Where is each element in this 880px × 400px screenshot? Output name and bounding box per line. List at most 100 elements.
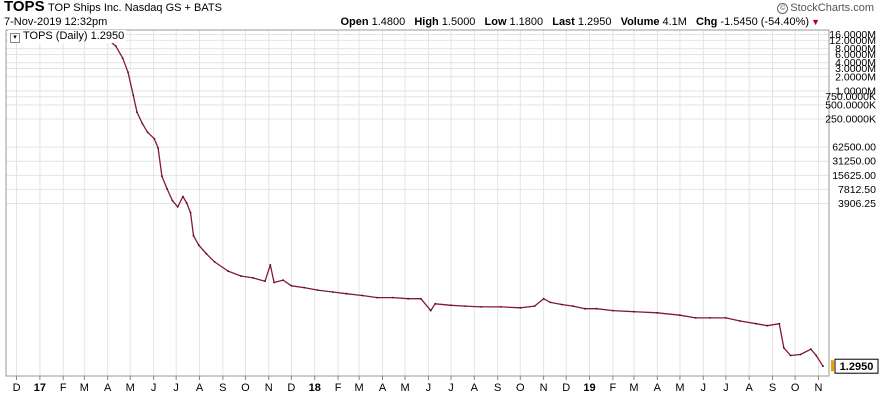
- price-point: [252, 277, 254, 279]
- x-tick-label: J: [173, 382, 179, 394]
- chg-value: -1.5450 (-54.40%): [720, 16, 810, 28]
- price-point: [166, 188, 169, 190]
- price-point: [464, 305, 467, 307]
- price-point: [157, 147, 160, 149]
- price-point: [127, 71, 129, 74]
- x-tick-label: A: [746, 382, 754, 394]
- x-tick-label: S: [494, 382, 501, 394]
- price-point: [560, 303, 563, 306]
- price-point: [345, 292, 348, 295]
- x-tick-label: M: [80, 382, 89, 394]
- price-point: [407, 297, 409, 300]
- price-point: [450, 304, 452, 307]
- price-point: [141, 122, 144, 125]
- high-label: High: [414, 16, 439, 28]
- x-tick-label: O: [241, 382, 250, 394]
- x-tick-label: N: [540, 382, 548, 394]
- price-point: [420, 297, 422, 300]
- copyright-icon: ©: [777, 3, 789, 14]
- y-tick-label: 750.0000K: [825, 91, 876, 103]
- grid: [6, 30, 829, 376]
- company-name: TOP Ships Inc. Nasdaq GS + BATS: [48, 2, 222, 14]
- x-tick-label: O: [791, 382, 800, 394]
- x-tick-label: A: [471, 382, 479, 394]
- price-point: [132, 94, 135, 97]
- price-point: [549, 301, 552, 304]
- price-point: [789, 354, 792, 357]
- price-point: [282, 279, 284, 281]
- y-tick-label: 2.0000M: [835, 71, 876, 83]
- brand[interactable]: © StockCharts.com: [777, 2, 874, 14]
- price-point: [153, 137, 156, 140]
- high-value: 1.5000: [441, 16, 476, 28]
- price-point: [269, 264, 272, 266]
- price-point: [146, 131, 149, 134]
- price-point: [429, 309, 432, 312]
- brand-label: StockCharts.com: [790, 2, 874, 14]
- x-tick-label: M: [629, 382, 638, 394]
- price-point: [290, 284, 293, 287]
- price-point: [595, 307, 598, 310]
- price-point: [633, 310, 635, 313]
- price-point: [755, 322, 757, 325]
- low-value: 1.1800: [509, 16, 544, 28]
- price-point: [205, 252, 208, 255]
- price-point: [197, 244, 200, 247]
- y-tick-label: 7812.50: [838, 184, 876, 196]
- y-tick-label: 8.0000M: [835, 43, 876, 55]
- y-tick-label: 3906.25: [838, 198, 876, 210]
- price-point: [822, 365, 824, 368]
- price-point: [572, 305, 574, 307]
- price-point: [331, 291, 334, 293]
- ticker-symbol: TOPS: [4, 0, 45, 15]
- x-tick-label: 17: [34, 382, 46, 394]
- y-tick-label: 12.0000M: [829, 35, 876, 47]
- y-tick-label: 250.0000K: [825, 114, 876, 126]
- x-axis: D 17 F M A M J J A S O N D 18 F M A M J J A S O N D 19 F M A M J J A S O N: [13, 376, 822, 394]
- x-tick-label: F: [335, 382, 342, 394]
- chart-legend[interactable]: ▾ TOPS (Daily) 1.2950: [8, 30, 127, 43]
- y-tick-label: 3.0000M: [835, 63, 876, 75]
- x-tick-label: J: [723, 382, 729, 394]
- price-point: [264, 280, 266, 283]
- x-tick-label: F: [610, 382, 617, 394]
- price-point: [656, 311, 659, 314]
- open-value: 1.4800: [371, 16, 406, 28]
- y-tick-label: 4.0000M: [835, 57, 876, 69]
- price-point: [815, 354, 818, 357]
- x-tick-label: S: [219, 382, 226, 394]
- x-tick-label: J: [426, 382, 432, 394]
- price-point: [185, 202, 188, 204]
- legend-toggle-icon[interactable]: ▾: [10, 33, 20, 43]
- price-point: [480, 306, 482, 308]
- x-tick-label: J: [151, 382, 157, 394]
- price-point: [778, 322, 781, 325]
- timestamp: 7-Nov-2019 12:32pm: [4, 16, 108, 28]
- last-value: 1.2950: [577, 16, 612, 28]
- price-point: [694, 317, 697, 319]
- price-point: [739, 320, 741, 322]
- price-series: [103, 31, 824, 368]
- x-tick-label: J: [448, 382, 454, 394]
- x-tick-label: N: [814, 382, 822, 394]
- price-point: [392, 296, 394, 299]
- price-point: [161, 175, 163, 178]
- price-point: [189, 211, 192, 214]
- price-point: [303, 286, 306, 289]
- y-tick-label: 6.0000M: [835, 49, 876, 61]
- last-price-tick: [831, 360, 834, 372]
- y-tick-label: 16.0000M: [829, 29, 876, 41]
- x-tick-label: M: [400, 382, 409, 394]
- price-point: [533, 305, 536, 307]
- x-tick-label: F: [60, 382, 67, 394]
- price-point: [709, 317, 711, 319]
- price-point: [115, 45, 117, 48]
- y-tick-label: 1.0000M: [835, 85, 876, 97]
- price-point: [584, 307, 586, 310]
- price-point: [213, 261, 216, 263]
- price-point: [227, 270, 230, 272]
- chg-label: Chg: [696, 16, 718, 28]
- x-tick-label: O: [516, 382, 525, 394]
- price-point: [361, 294, 364, 297]
